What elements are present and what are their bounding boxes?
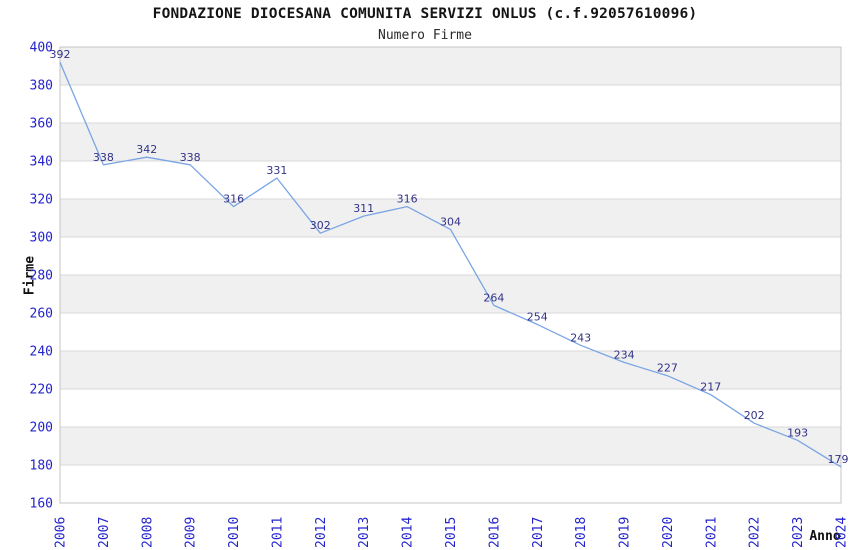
x-tick-label: 2014 bbox=[401, 517, 416, 548]
data-point-label: 179 bbox=[828, 453, 849, 466]
x-tick-label: 2010 bbox=[227, 517, 242, 548]
data-point-label: 392 bbox=[50, 48, 71, 61]
y-tick-label: 160 bbox=[30, 497, 53, 512]
y-tick-label: 200 bbox=[30, 421, 53, 436]
plot-band bbox=[60, 47, 841, 85]
x-tick-label: 2013 bbox=[357, 517, 372, 548]
y-tick-label: 340 bbox=[30, 155, 53, 170]
y-tick-label: 300 bbox=[30, 231, 53, 246]
plot-band bbox=[60, 275, 841, 313]
data-point-label: 193 bbox=[787, 426, 808, 439]
plot-band bbox=[60, 427, 841, 465]
y-tick-label: 180 bbox=[30, 459, 53, 474]
y-tick-label: 220 bbox=[30, 383, 53, 398]
x-tick-label: 2016 bbox=[487, 517, 502, 548]
series-line bbox=[59, 61, 842, 468]
chart-title: FONDAZIONE DIOCESANA COMUNITA SERVIZI ON… bbox=[152, 6, 698, 22]
x-tick-label: 2009 bbox=[184, 517, 199, 548]
data-point-label: 331 bbox=[266, 164, 287, 177]
plot-band bbox=[60, 123, 841, 161]
x-tick-label: 2012 bbox=[314, 517, 329, 548]
plot-border bbox=[59, 46, 842, 504]
data-point-label: 338 bbox=[180, 151, 201, 164]
x-tick-label: 2015 bbox=[444, 517, 459, 548]
y-tick-label: 400 bbox=[30, 41, 53, 56]
x-tick-label: 2022 bbox=[748, 517, 763, 548]
data-point-label: 311 bbox=[353, 202, 374, 215]
y-tick-label: 260 bbox=[30, 307, 53, 322]
data-point-label: 316 bbox=[397, 193, 418, 206]
y-tick-label: 240 bbox=[30, 345, 53, 360]
x-axis-title: Anno bbox=[809, 529, 841, 544]
data-point-label: 304 bbox=[440, 215, 461, 228]
data-point-label: 338 bbox=[93, 151, 114, 164]
data-point-label: 264 bbox=[483, 291, 504, 304]
x-tick-label: 2023 bbox=[791, 517, 806, 548]
data-point-label: 302 bbox=[310, 219, 331, 232]
x-tick-label: 2019 bbox=[618, 517, 633, 548]
x-tick-label: 2021 bbox=[704, 517, 719, 548]
y-tick-label: 380 bbox=[30, 79, 53, 94]
data-point-label: 316 bbox=[223, 193, 244, 206]
x-tick-label: 2020 bbox=[661, 517, 676, 548]
x-tick-label: 2024 bbox=[835, 517, 850, 548]
plot-band bbox=[60, 351, 841, 389]
y-tick-label: 320 bbox=[30, 193, 53, 208]
x-tick-label: 2007 bbox=[97, 517, 112, 548]
x-tick-label: 2018 bbox=[574, 517, 589, 548]
x-tick-label: 2017 bbox=[531, 517, 546, 548]
data-point-label: 234 bbox=[614, 348, 635, 361]
data-point-label: 202 bbox=[744, 409, 765, 422]
data-point-label: 342 bbox=[136, 143, 157, 156]
data-point-label: 243 bbox=[570, 331, 591, 344]
y-tick-label: 360 bbox=[30, 117, 53, 132]
y-tick-label: 280 bbox=[30, 269, 53, 284]
data-point-label: 227 bbox=[657, 362, 678, 375]
x-tick-label: 2006 bbox=[54, 517, 69, 548]
x-tick-label: 2008 bbox=[140, 517, 155, 548]
chart-subtitle: Numero Firme bbox=[378, 28, 472, 43]
data-point-label: 254 bbox=[527, 310, 548, 323]
x-tick-label: 2011 bbox=[270, 517, 285, 548]
data-point-label: 217 bbox=[700, 381, 721, 394]
